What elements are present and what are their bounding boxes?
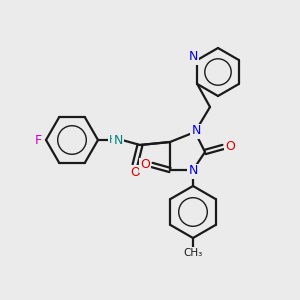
Text: O: O [225, 140, 235, 154]
Text: O: O [130, 166, 140, 178]
Text: CH₃: CH₃ [183, 248, 202, 258]
Text: N: N [188, 50, 198, 64]
Text: F: F [34, 134, 42, 146]
Text: N: N [113, 134, 123, 146]
Text: N: N [191, 124, 201, 137]
Text: H: H [109, 135, 117, 145]
Text: O: O [140, 158, 150, 172]
Text: N: N [188, 164, 198, 178]
